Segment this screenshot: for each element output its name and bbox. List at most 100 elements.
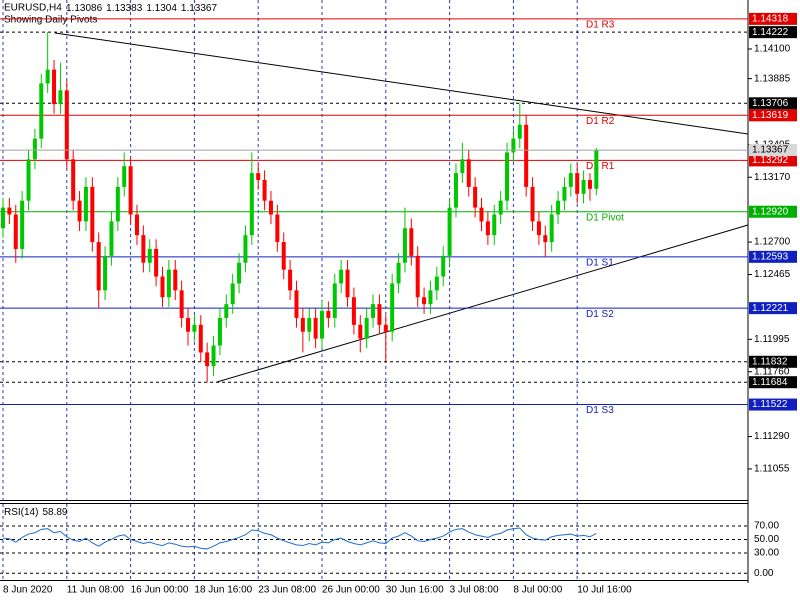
- pivot-name: D1 R3: [586, 20, 615, 31]
- candle-body: [390, 283, 395, 332]
- candle-body: [524, 124, 529, 187]
- y-tick-label: 1.13170: [754, 172, 791, 183]
- candle-body: [186, 317, 191, 332]
- pivot-price-box: [749, 302, 797, 315]
- candle-body: [275, 214, 280, 243]
- candle-body: [536, 221, 541, 236]
- candle-body: [339, 269, 344, 284]
- candle-body: [422, 297, 427, 305]
- candle-body: [262, 180, 267, 201]
- chart-title: EURUSD,H4: [4, 3, 62, 14]
- candle-body: [434, 276, 439, 291]
- candle-body: [154, 248, 159, 277]
- pivot-name: D1 R2: [586, 116, 615, 127]
- candle-body: [562, 186, 567, 201]
- x-tick-label: 8 Jul 00:00: [513, 585, 562, 596]
- candle-body: [511, 138, 516, 153]
- x-tick-label: 26 Jun 00:00: [322, 585, 380, 596]
- y-tick-label: 1.12465: [754, 269, 791, 280]
- current-price-label: 1.13367: [752, 145, 789, 156]
- candle-body: [307, 317, 312, 332]
- pivot-name: D1 S2: [586, 309, 614, 320]
- candle-body: [205, 352, 210, 367]
- candle-body: [268, 200, 273, 215]
- pivot-price-label: 1.12920: [752, 206, 789, 217]
- pivot-price-label: 1.12593: [752, 251, 789, 262]
- candle-body: [396, 262, 401, 284]
- candle-body: [383, 324, 388, 332]
- candle-body: [351, 297, 356, 325]
- candle-body: [460, 159, 465, 174]
- candle-body: [371, 304, 376, 318]
- candle-body: [52, 69, 57, 105]
- pivot-price-box: [749, 12, 797, 25]
- candle-body: [58, 90, 63, 105]
- candle-body: [453, 173, 458, 208]
- candle-body: [447, 207, 452, 256]
- candle-body: [122, 166, 127, 187]
- candle-body: [594, 150, 599, 189]
- candle-body: [32, 138, 37, 160]
- y-tick-label: 1.13885: [754, 73, 791, 84]
- x-tick-label: 30 Jun 16:00: [386, 585, 444, 596]
- candle-body: [243, 235, 248, 263]
- candle-body: [224, 304, 229, 318]
- y-tick-label: 1.12700: [754, 237, 791, 248]
- candle-body: [166, 269, 171, 298]
- candle-body: [492, 214, 497, 236]
- current-price-box: [749, 144, 797, 157]
- price-line-box: [749, 26, 797, 39]
- x-tick-label: 16 Jun 00:00: [131, 585, 189, 596]
- candle-body: [103, 255, 108, 291]
- candle-body: [147, 248, 152, 263]
- ohlc-value: 1.13367: [181, 3, 218, 14]
- candle-body: [237, 262, 242, 284]
- candle-body: [345, 269, 350, 298]
- candle-body: [377, 304, 382, 325]
- price-line-label: 1.14222: [752, 27, 789, 38]
- chart-subtitle: Showing Daily Pivots: [4, 15, 97, 26]
- ohlc-header: 1.13086 1.13383 1.1304 1.13367: [66, 3, 217, 14]
- candle-body: [7, 207, 12, 215]
- candle-body: [77, 200, 82, 222]
- x-tick-label: 23 Jun 08:00: [258, 585, 316, 596]
- candle-body: [134, 214, 139, 236]
- rsi-name: RSI(14): [4, 507, 38, 518]
- candle-body: [313, 317, 318, 339]
- rsi-value: 58.89: [42, 507, 67, 518]
- candle-body: [115, 186, 120, 222]
- candle-body: [556, 200, 561, 215]
- candle-body: [466, 159, 471, 187]
- candle-body: [173, 269, 178, 291]
- rsi-label: RSI(14) 58.89: [4, 507, 68, 518]
- candle-body: [300, 317, 305, 332]
- pivot-price-box: [749, 205, 797, 218]
- candle-body: [402, 228, 407, 263]
- candle-body: [441, 255, 446, 277]
- candle-body: [581, 180, 586, 194]
- candle-body: [326, 311, 331, 318]
- candle-body: [90, 186, 95, 243]
- candle-body: [71, 159, 76, 201]
- candle-body: [517, 124, 522, 139]
- trend-line: [54, 32, 749, 135]
- candle-body: [575, 173, 580, 194]
- x-tick-label: 18 Jun 16:00: [194, 585, 252, 596]
- candle-body: [543, 235, 548, 243]
- candle-body: [160, 276, 165, 298]
- candle-body: [428, 290, 433, 305]
- price-line-box: [749, 376, 797, 389]
- rsi-line: [2, 527, 597, 550]
- pivot-price-label: 1.12221: [752, 303, 789, 314]
- pivot-price-box: [749, 250, 797, 263]
- candle-body: [1, 207, 5, 229]
- candle-body: [288, 269, 293, 291]
- y-tick-label: 1.11290: [754, 431, 790, 442]
- candle-body: [198, 324, 203, 353]
- candle-body: [530, 186, 535, 222]
- price-line-label: 1.13706: [752, 98, 789, 109]
- candle-body: [568, 173, 573, 187]
- candle-body: [109, 221, 114, 256]
- candle-body: [230, 283, 235, 305]
